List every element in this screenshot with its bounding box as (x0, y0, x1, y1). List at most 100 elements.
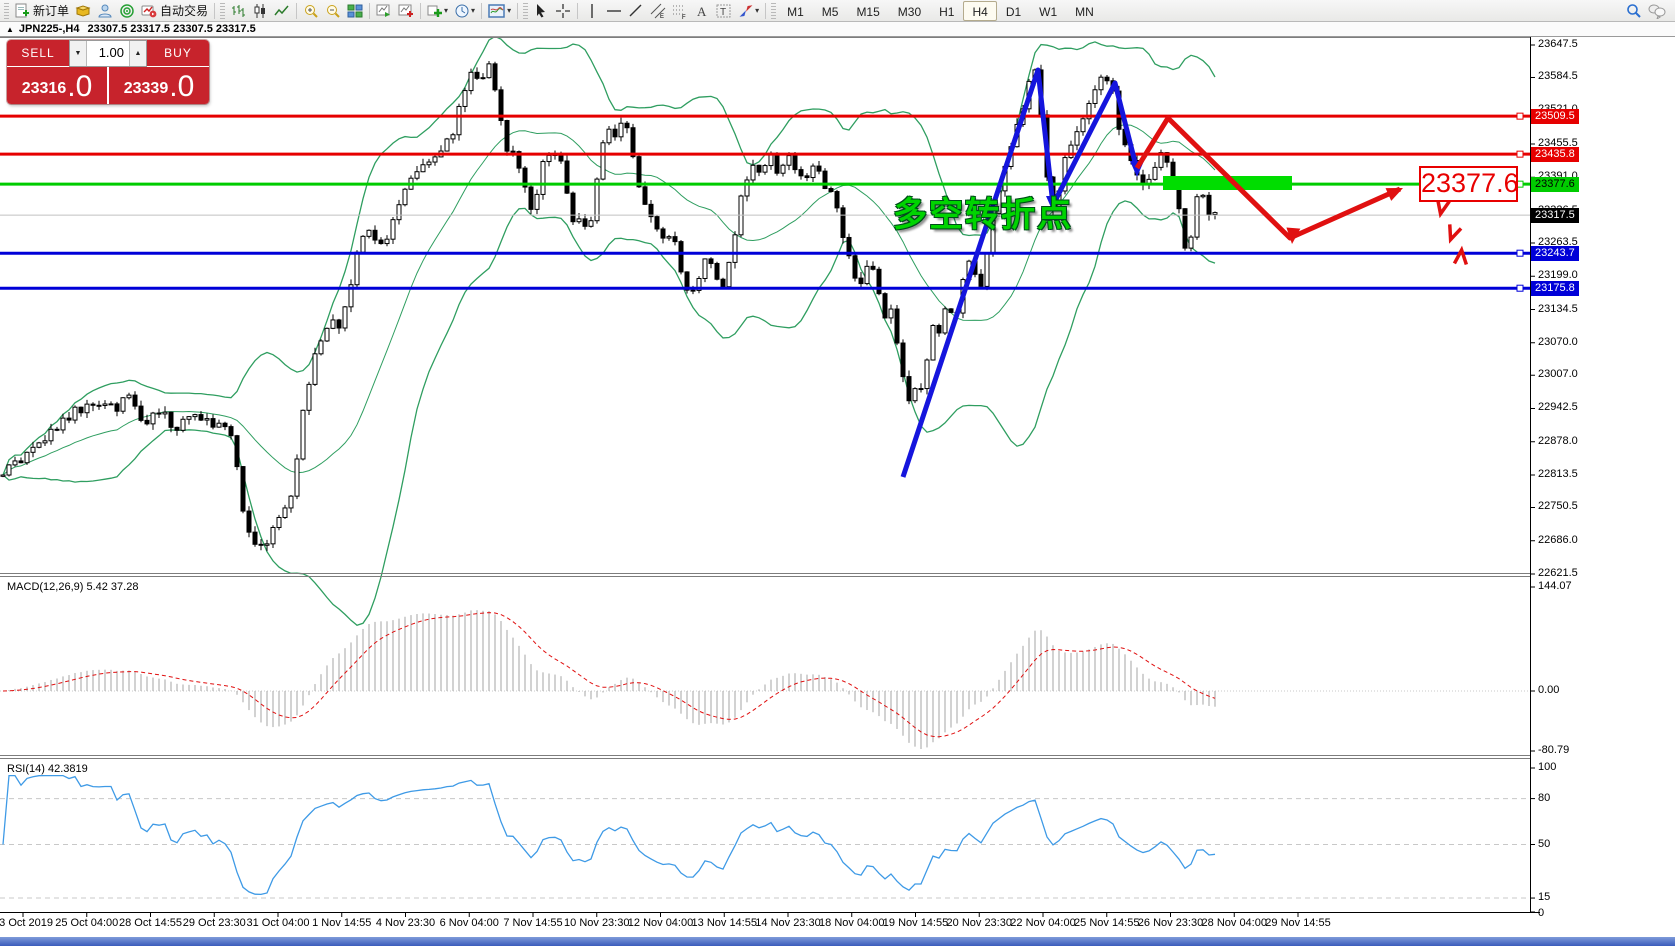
line-handle[interactable] (1516, 150, 1524, 158)
template-icon (488, 3, 505, 18)
timeframe-button-m1[interactable]: M1 (787, 4, 804, 19)
candle-body (1098, 76, 1104, 91)
metaeditor-button[interactable] (72, 1, 94, 21)
timeframe-button-mn[interactable]: MN (1075, 4, 1094, 19)
candle-body (690, 289, 696, 292)
add-indicator-button[interactable]: ▾ (424, 1, 451, 21)
template-button[interactable]: ▾ (485, 1, 514, 21)
candle-body (156, 412, 162, 415)
candle-body (306, 383, 312, 411)
channel-button[interactable]: E (647, 1, 669, 21)
new-chart-icon (398, 4, 414, 17)
candle-body (588, 220, 594, 227)
rsi-axis-label: 15 (1538, 891, 1551, 904)
timeframe-button-d1[interactable]: D1 (1005, 4, 1022, 19)
candle-body (30, 446, 36, 453)
crosshair-button[interactable] (552, 1, 574, 21)
candle-body (198, 414, 204, 421)
candle-body (672, 236, 678, 243)
price-tick-label: 22686.0 (1538, 533, 1578, 546)
timeframe-button-w1[interactable]: W1 (1039, 4, 1058, 19)
bar-chart-button[interactable] (227, 1, 249, 21)
candle-body (924, 359, 930, 390)
timeframe-button-m5[interactable]: M5 (821, 4, 839, 19)
autotrading-label: 自动交易 (160, 4, 209, 18)
timeframe-button-m30[interactable]: M30 (897, 4, 922, 19)
line-chart-button[interactable] (271, 1, 293, 21)
candle-body (378, 239, 384, 245)
tile-windows-button[interactable] (344, 1, 366, 21)
line-handle[interactable] (1516, 112, 1524, 120)
buy-price-display[interactable]: 23339 .0 (107, 67, 209, 104)
fibonacci-button[interactable]: F (669, 1, 691, 21)
zoom-in-button[interactable] (300, 1, 322, 21)
candle-body (882, 293, 888, 319)
periods-button[interactable]: ▾ (451, 1, 478, 21)
candle-body (114, 403, 120, 412)
text-label-button[interactable]: T (713, 1, 735, 21)
candle-body (1122, 128, 1128, 146)
candle-body (522, 167, 528, 188)
volume-decrease-button[interactable]: ▼ (70, 41, 87, 66)
chat-button[interactable] (1645, 1, 1669, 21)
price-axis-badge: 23175.8 (1531, 280, 1579, 296)
line-handle[interactable] (1516, 284, 1524, 292)
candlestick-button[interactable] (249, 1, 271, 21)
timeframe-button-h4[interactable]: H4 (963, 0, 997, 21)
candle-body (222, 422, 228, 428)
signals-button[interactable] (116, 1, 138, 21)
profile-button[interactable] (94, 1, 116, 21)
vertical-line-button[interactable] (581, 1, 603, 21)
candle-body (1158, 152, 1164, 168)
price-tick-label: 23070.0 (1538, 335, 1578, 348)
line-handle[interactable] (1516, 249, 1524, 257)
zoom-out-button[interactable] (322, 1, 344, 21)
candle-body (618, 122, 624, 138)
timeframe-button-m15[interactable]: M15 (856, 4, 880, 19)
candle-body (270, 526, 276, 545)
autotrading-button[interactable]: 自动交易 (138, 1, 211, 21)
chat-icon (1648, 4, 1666, 19)
rsi-axis-label: 100 (1538, 761, 1557, 773)
candle-body (1074, 131, 1080, 146)
macd-panel-separator[interactable] (0, 576, 1530, 577)
candle-body (1110, 80, 1116, 92)
toolbar-grip[interactable] (4, 2, 9, 19)
candle-body (726, 261, 732, 288)
sell-price-display[interactable]: 23316 .0 (7, 67, 107, 104)
crosshair-icon (556, 3, 571, 18)
toolbar-grip[interactable] (523, 2, 529, 19)
toolbar-grip[interactable] (220, 2, 226, 19)
time-axis-label: 7 Nov 14:55 (503, 917, 563, 929)
candle-body (48, 428, 54, 442)
rsi-panel-separator[interactable] (0, 755, 1530, 756)
arrows-button[interactable]: ▾ (735, 1, 762, 21)
new-order-button[interactable]: 新订单 (11, 1, 72, 21)
time-axis-label: 25 Oct 04:00 (55, 917, 119, 929)
candle-body (576, 218, 582, 223)
rsi-panel-separator[interactable] (0, 758, 1530, 759)
zoom-in-icon (305, 4, 318, 18)
cursor-button[interactable] (530, 1, 552, 21)
timeframe-button-h1[interactable]: H1 (939, 4, 955, 19)
candle-body (276, 516, 282, 528)
candle-body (774, 152, 780, 174)
toolbar-grip[interactable] (771, 2, 777, 19)
text-button[interactable]: A (691, 1, 713, 21)
candle-body (144, 419, 150, 425)
horizontal-line-button[interactable] (603, 1, 625, 21)
volume-input[interactable]: 1.00 (87, 41, 129, 66)
candle-body (1038, 69, 1044, 116)
sell-button[interactable]: SELL (7, 40, 69, 67)
buy-button[interactable]: BUY (147, 40, 209, 67)
candle-body (294, 458, 300, 497)
trendline-button[interactable] (625, 1, 647, 21)
new-chart-button[interactable] (395, 1, 417, 21)
candle-body (702, 258, 708, 279)
macd-panel-separator[interactable] (0, 573, 1530, 574)
strategy-tester-button[interactable] (373, 1, 395, 21)
collapse-icon[interactable]: ▲ (6, 24, 14, 34)
search-button[interactable] (1623, 1, 1645, 21)
volume-increase-button[interactable]: ▲ (129, 41, 146, 66)
